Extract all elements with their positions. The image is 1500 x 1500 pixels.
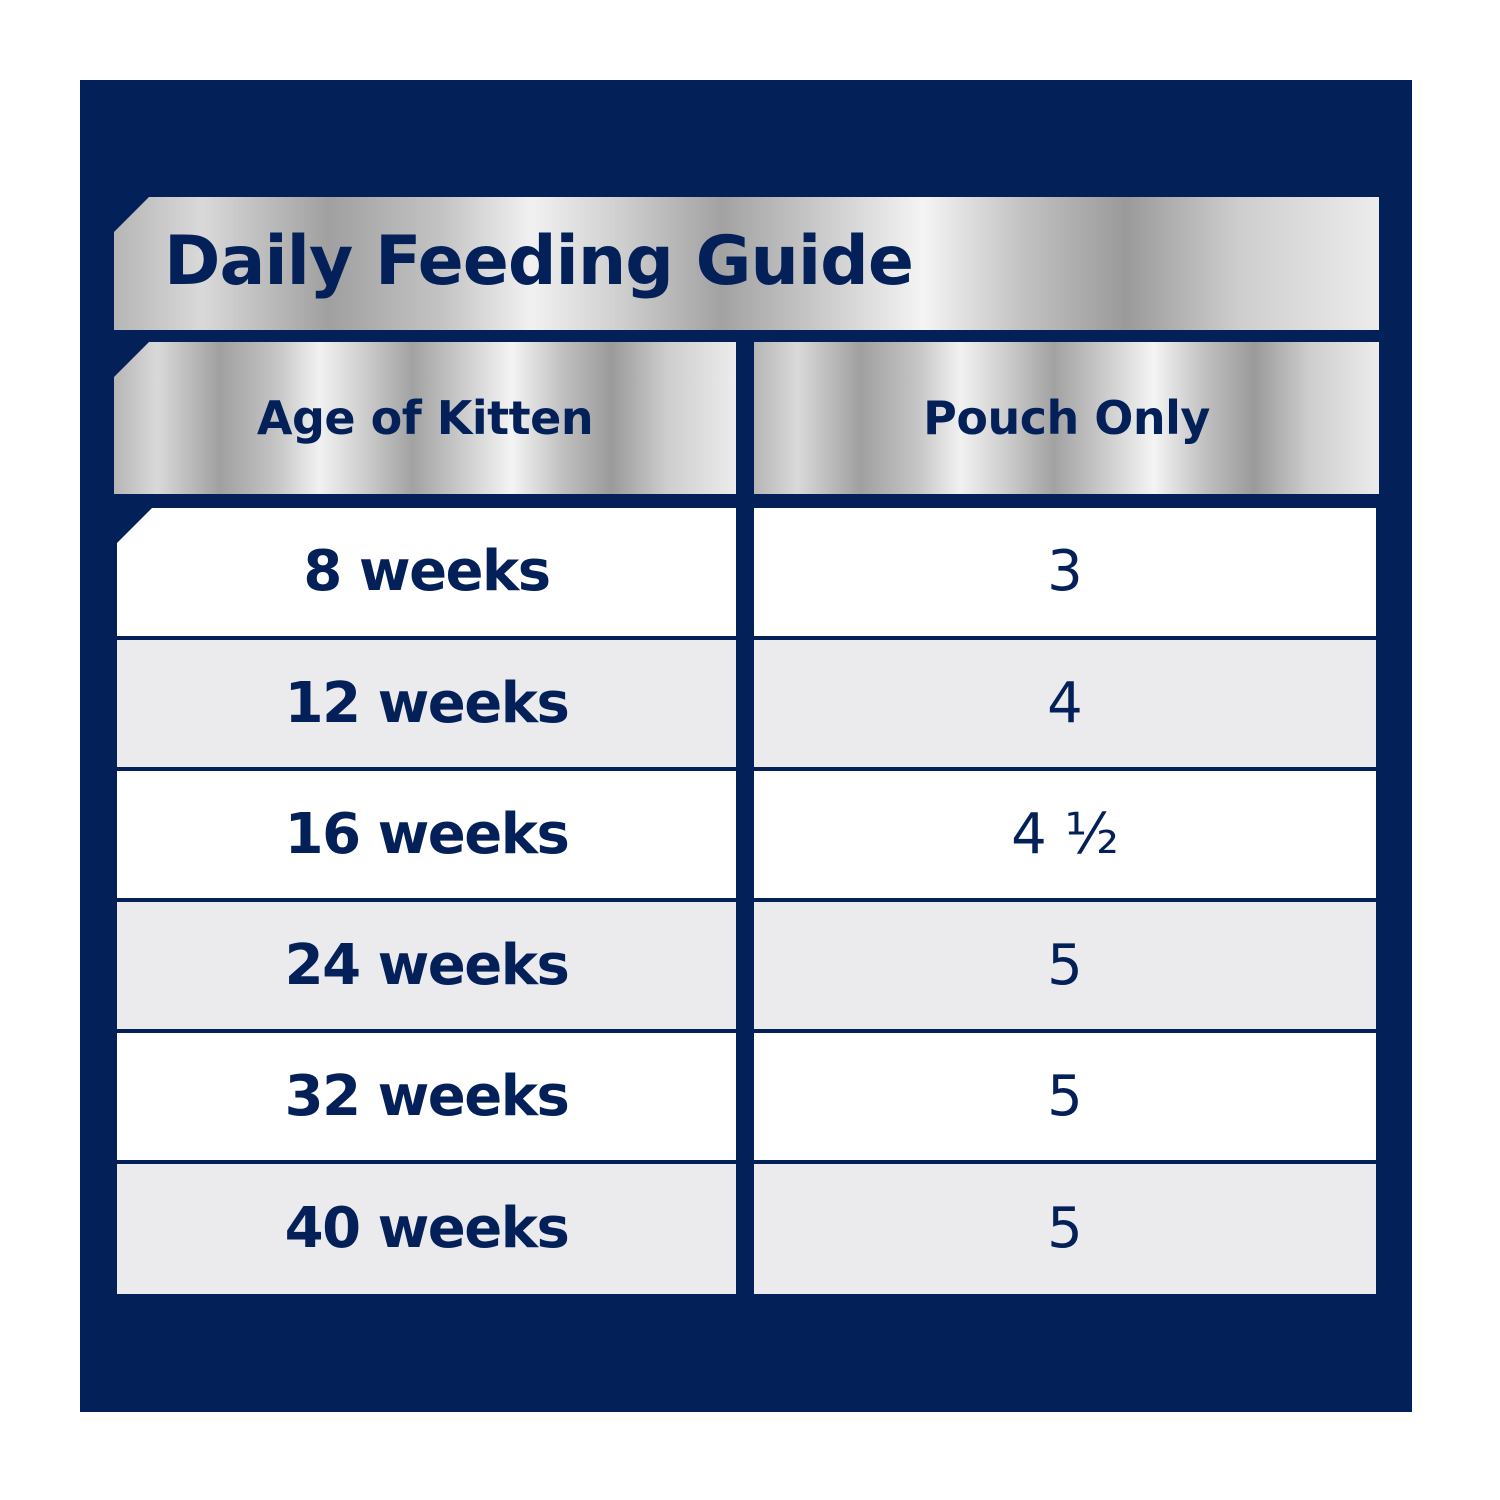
table-row-amount: 4 ½ <box>754 771 1376 898</box>
table-row-amount: 5 <box>754 1033 1376 1160</box>
table-row-age: 24 weeks <box>117 902 736 1029</box>
table-row-age: 32 weeks <box>117 1033 736 1160</box>
column-header-amount: Pouch Only <box>754 342 1379 494</box>
title-bar: Daily Feeding Guide <box>114 197 1379 330</box>
table-row-age: 8 weeks <box>117 508 736 636</box>
column-header-age: Age of Kitten <box>114 342 736 494</box>
table-row-age: 12 weeks <box>117 640 736 767</box>
table-row-amount: 4 <box>754 640 1376 767</box>
table-row-age: 16 weeks <box>117 771 736 898</box>
table-row-amount: 5 <box>754 902 1376 1029</box>
table-row-amount: 5 <box>754 1164 1376 1294</box>
table-row-age: 40 weeks <box>117 1164 736 1294</box>
page-title: Daily Feeding Guide <box>164 221 914 301</box>
table-row-amount: 3 <box>754 508 1376 636</box>
